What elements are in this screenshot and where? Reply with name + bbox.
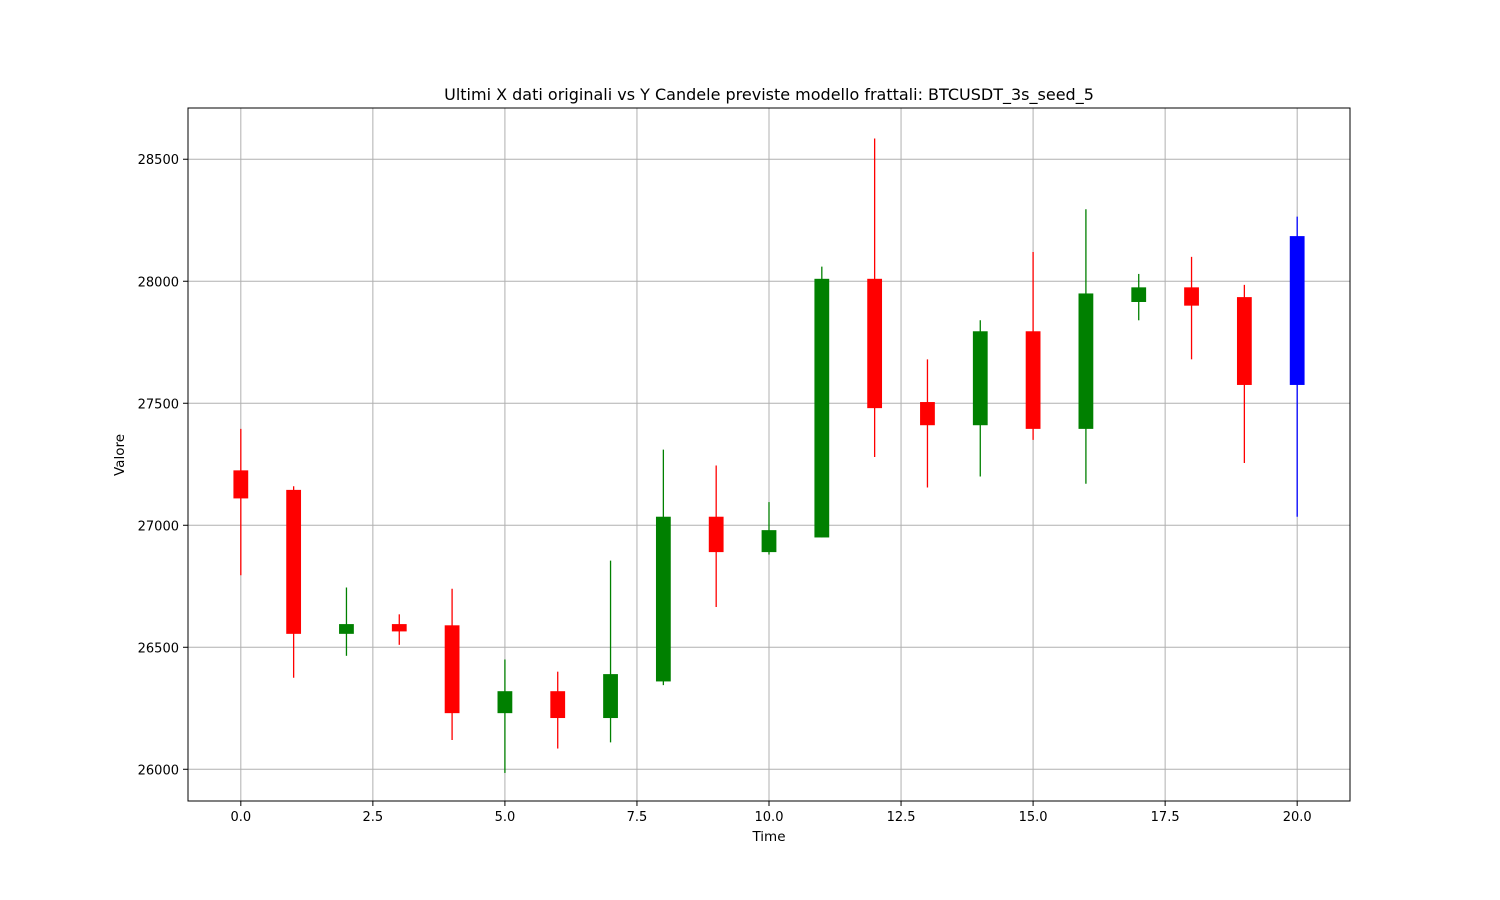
candle-body	[1131, 287, 1147, 302]
candle	[1289, 216, 1305, 517]
candle	[286, 486, 302, 678]
candle	[655, 449, 671, 686]
candle-body	[972, 331, 988, 426]
candle-body	[1025, 331, 1041, 429]
candle-body	[391, 624, 407, 632]
x-tick-label: 15.0	[1019, 810, 1048, 825]
x-tick-label: 7.5	[627, 810, 648, 825]
candle	[339, 587, 354, 656]
candle	[1236, 284, 1252, 464]
candle-body	[286, 489, 302, 634]
candle	[550, 671, 566, 749]
candle	[603, 560, 618, 743]
candle	[444, 588, 460, 740]
chart-title: Ultimi X dati originali vs Y Candele pre…	[444, 85, 1094, 105]
candle-body	[233, 470, 249, 499]
candle-body	[761, 530, 777, 553]
x-axis-ticks: 0.0 2.5 5.0 7.5 10.0 12.5 15.0 17.5 20.0	[230, 801, 1312, 825]
y-tick-label: 26000	[138, 763, 179, 778]
candle-body	[339, 624, 354, 634]
candle	[1184, 256, 1199, 360]
candle-body	[1184, 287, 1199, 306]
x-tick-label: 10.0	[755, 810, 784, 825]
x-tick-label: 2.5	[363, 810, 384, 825]
candle	[497, 659, 513, 773]
candles	[233, 138, 1305, 773]
y-tick-label: 28000	[138, 275, 179, 290]
candle	[867, 138, 883, 457]
x-axis-label: Time	[751, 829, 785, 845]
y-tick-label: 26500	[138, 641, 179, 656]
candle-body	[1236, 297, 1252, 385]
y-axis-ticks: 26000 26500 27000 27500 28000 28500	[138, 153, 188, 778]
candle-body	[814, 278, 830, 538]
candle-body	[655, 516, 671, 682]
candle	[814, 266, 830, 538]
x-tick-label: 17.5	[1151, 810, 1180, 825]
candle-body	[497, 691, 513, 714]
candle	[1131, 273, 1147, 321]
y-tick-label: 27000	[138, 519, 179, 534]
x-tick-label: 0.0	[230, 810, 251, 825]
y-tick-label: 27500	[138, 397, 179, 412]
y-tick-label: 28500	[138, 153, 179, 168]
candle	[1025, 251, 1041, 440]
x-tick-label: 5.0	[495, 810, 516, 825]
candle	[972, 320, 988, 477]
candle-body	[867, 278, 883, 409]
candle	[233, 428, 249, 576]
candle	[708, 465, 724, 608]
candle	[920, 359, 935, 488]
candle	[1078, 209, 1094, 484]
candle-body	[920, 402, 935, 426]
candle-body	[550, 691, 566, 719]
candle-body	[1289, 236, 1305, 385]
y-axis-label: Valore	[112, 434, 128, 476]
candle-body	[444, 625, 460, 714]
candle-body	[708, 516, 724, 553]
grid-lines	[188, 108, 1350, 801]
candle-body	[1078, 293, 1094, 429]
x-tick-label: 12.5	[887, 810, 916, 825]
candle-body	[603, 674, 618, 719]
x-tick-label: 20.0	[1283, 810, 1312, 825]
candle	[391, 614, 407, 645]
candle	[761, 502, 777, 555]
